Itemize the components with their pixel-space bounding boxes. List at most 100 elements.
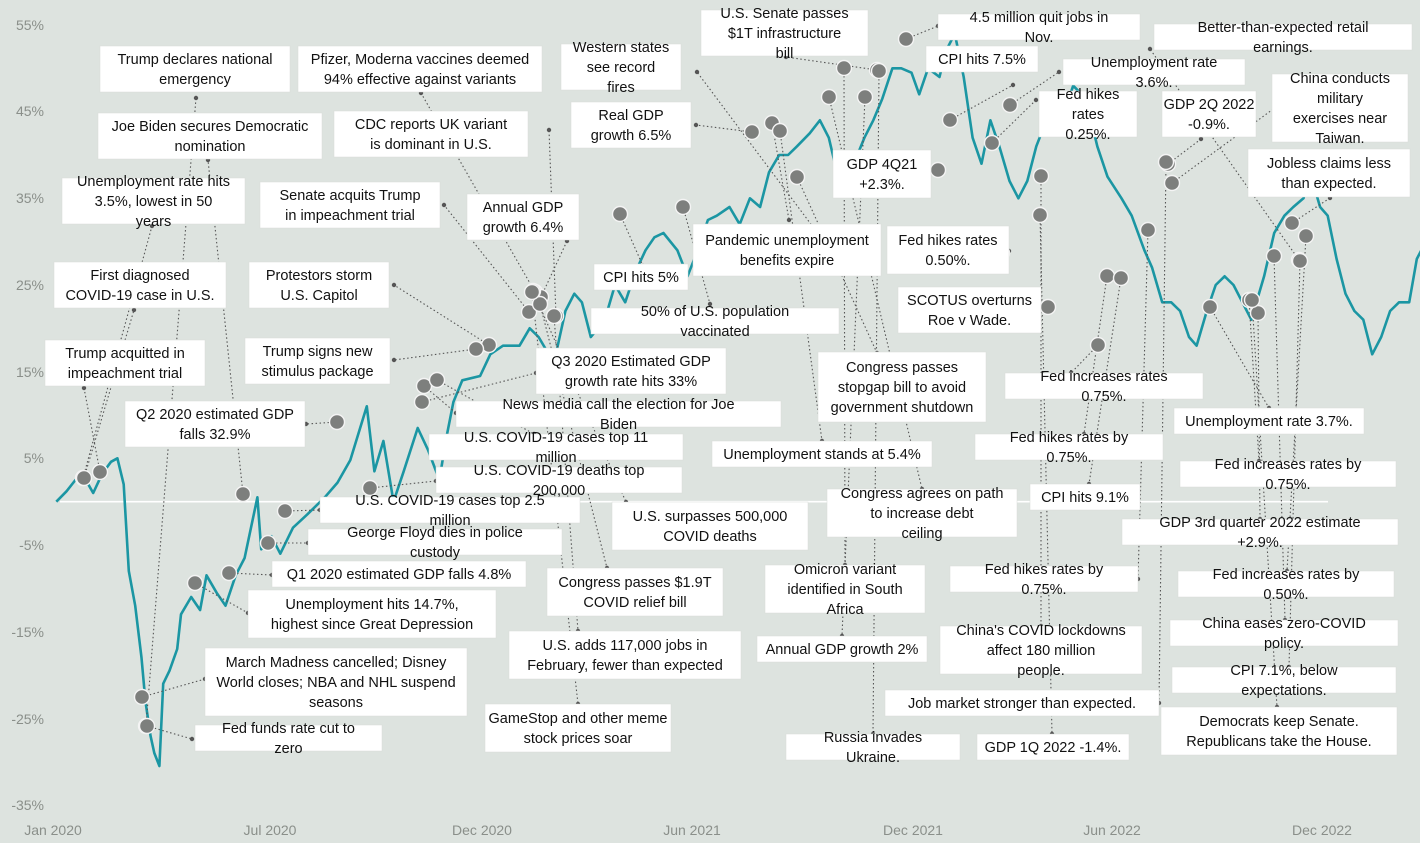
event-marker <box>1283 214 1301 232</box>
annotation-box <box>949 565 1139 593</box>
annotation: China eases zero-COVID policy. <box>1169 616 1399 652</box>
annotation-text: U.S. surpasses 500,000 COVID deaths <box>633 509 788 545</box>
event-marker <box>220 564 238 582</box>
annotation-box <box>884 689 1160 717</box>
annotation-text: Annual GDP growth 6.4% <box>483 200 564 236</box>
annotation-text: U.S. COVID-19 cases top 11 million <box>464 430 648 466</box>
annotation-box <box>700 9 869 57</box>
annotation-text: News media call the election for Joe Bide… <box>502 397 734 433</box>
annotation: Jobless claims less than expected. <box>1247 148 1411 198</box>
annotation-box <box>692 223 882 277</box>
y-tick-label: 5% <box>24 450 44 466</box>
event-marker <box>1265 247 1283 265</box>
event-marker <box>1032 167 1050 185</box>
annotation-box <box>1153 23 1413 51</box>
annotation-text: SCOTUS overturns Roe v Wade. <box>907 293 1032 329</box>
annotation-leader <box>141 678 206 698</box>
x-tick-label: Jan 2020 <box>24 822 82 838</box>
annotation: Fed hikes rates by 0.75%. <box>949 562 1139 598</box>
annotation-arrowhead <box>694 69 700 75</box>
annotation-arrowhead <box>707 301 713 307</box>
annotation-text: China's COVID lockdowns affect 180 millio… <box>956 623 1126 679</box>
annotation-text: Unemployment rate hits 3.5%, lowest in 50… <box>77 174 230 230</box>
y-tick-label: 45% <box>16 103 44 119</box>
annotation-leader <box>1171 106 1277 184</box>
annotation-box <box>1121 518 1399 546</box>
annotation: Pandemic unemployment benefits expire <box>692 223 882 277</box>
annotation-text: Congress agrees on path to increase debt c… <box>841 486 1004 542</box>
y-tick-label: -25% <box>11 711 44 727</box>
annotation-arrowhead <box>1033 97 1039 103</box>
annotation-leader <box>785 56 878 71</box>
annotation-text: GDP 1Q 2022 -1.4%. <box>985 740 1122 756</box>
annotation-text: Jobless claims less than expected. <box>1267 156 1391 192</box>
annotation-text: U.S. adds 117,000 jobs in February, fewer… <box>527 638 723 674</box>
event-marker <box>75 469 93 487</box>
event-marker <box>523 283 541 301</box>
annotation-leader <box>1167 138 1202 165</box>
annotation: CPI 7.1%, below expectations. <box>1171 663 1397 699</box>
annotation-text: CPI 7.1%, below expectations. <box>1230 663 1338 699</box>
event-marker <box>428 371 446 389</box>
annotation-leader <box>83 309 135 479</box>
annotation-arrowhead <box>131 307 137 313</box>
annotation-text: Omicron variant identified in South Africa <box>787 562 902 618</box>
annotation: Fed hikes rates 0.50%. <box>886 225 1010 275</box>
annotation-text: George Floyd dies in police custody <box>347 525 523 561</box>
event-marker <box>929 161 947 179</box>
event-marker <box>788 168 806 186</box>
annotation: First diagnosed COVID-19 case in U.S. <box>53 261 227 309</box>
event-marker <box>138 717 156 735</box>
annotation-box <box>428 433 684 461</box>
annotation: China's COVID lockdowns affect 180 millio… <box>939 623 1143 679</box>
annotation-text: GDP 2Q 2022 -0.9%. <box>1164 97 1255 133</box>
annotation-leader <box>779 130 823 442</box>
annotation: Unemployment rate 3.7%. <box>1173 407 1365 435</box>
annotation-box <box>1169 619 1399 647</box>
annotation: CPI hits 5% <box>593 263 689 291</box>
annotation-text: Q1 2020 estimated GDP falls 4.8% <box>287 567 512 583</box>
annotation-box <box>124 400 306 448</box>
event-marker <box>413 393 431 411</box>
annotation-arrowhead <box>1198 136 1204 142</box>
event-marker <box>91 463 109 481</box>
annotation: Fed funds rate cut to zero <box>194 721 383 757</box>
y-tick-label: 35% <box>16 190 44 206</box>
annotation-box <box>297 45 543 93</box>
annotation-leader <box>1248 299 1260 462</box>
annotation: Unemployment stands at 5.4% <box>711 440 933 468</box>
annotation-box <box>1179 460 1397 488</box>
annotation: Pfizer, Moderna vaccines deemed 94% effec… <box>297 45 543 93</box>
annotation-leader <box>1070 344 1099 374</box>
annotation-box <box>1247 148 1411 198</box>
annotation-box <box>711 440 933 468</box>
event-marker <box>1291 252 1309 270</box>
annotation: Congress passes stopgap bill to avoid gove… <box>817 351 987 423</box>
annotation: CPI hits 9.1% <box>1029 483 1141 511</box>
annotation-text: U.S. Senate passes $1T infrastructure bill <box>720 6 848 62</box>
annotation: GDP 4Q21 +2.3%. <box>832 149 932 199</box>
annotation: Real GDP growth 6.5% <box>570 101 692 149</box>
annotation-text: First diagnosed COVID-19 case in U.S. <box>65 268 214 304</box>
annotation-box <box>1271 73 1409 143</box>
annotation-box <box>611 501 809 551</box>
annotation-text: U.S. COVID-19 cases top 2.5 million <box>355 493 544 529</box>
annotation-leader <box>423 385 457 414</box>
annotation-text: CPI hits 9.1% <box>1041 490 1129 506</box>
annotation-box <box>937 13 1141 41</box>
annotation-text: CPI hits 7.5% <box>938 52 1026 68</box>
annotation: Fed hikes rates 0.25%. <box>1038 87 1138 143</box>
annotation-leader <box>1009 71 1060 106</box>
annotation-box <box>1160 706 1398 756</box>
annotation: Senate acquits Trump in impeachment trial <box>259 181 441 229</box>
annotation: GDP 2Q 2022 -0.9%. <box>1161 90 1257 138</box>
annotation-arrowhead <box>1147 46 1153 52</box>
annotation-text: Fed increases rates 0.75%. <box>1040 369 1167 405</box>
x-tick-label: Jun 2021 <box>663 822 721 838</box>
annotation-text: Trump declares national emergency <box>117 52 272 88</box>
annotation-text: Congress passes stopgap bill to avoid gove… <box>831 360 974 416</box>
annotation-box <box>271 560 527 588</box>
annotation-leader <box>393 348 477 361</box>
event-marker <box>259 534 277 552</box>
annotation-text: Pandemic unemployment benefits expire <box>705 233 869 269</box>
